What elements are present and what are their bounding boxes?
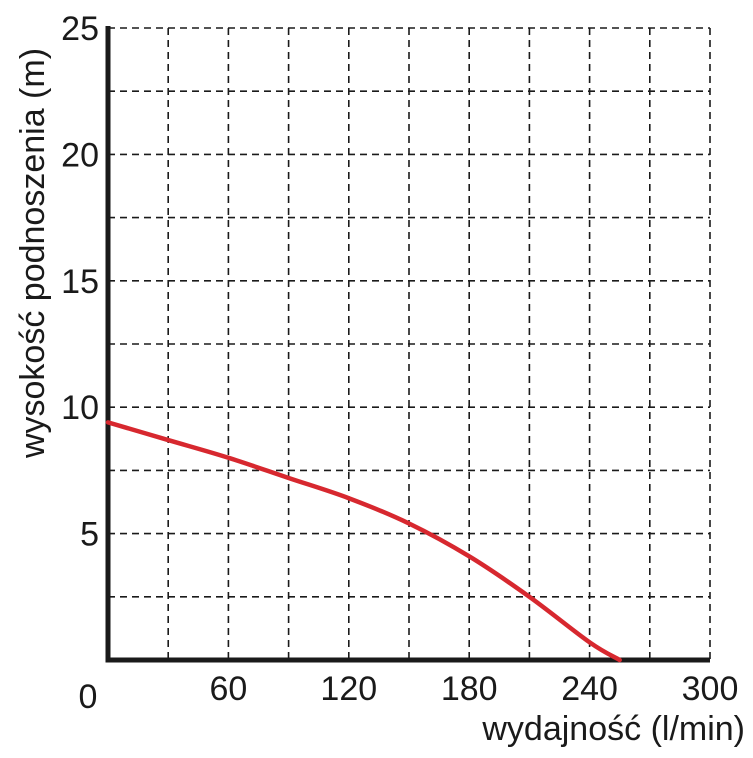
x-tick-label-180: 180 [441, 670, 498, 708]
axes [105, 26, 710, 663]
y-tick-label-25: 25 [61, 10, 99, 48]
x-tick-label-0: 0 [79, 678, 98, 716]
series-line-0 [105, 420, 622, 663]
x-axis-title: wydajność (l/min) [481, 710, 745, 748]
x-tick-label-300: 300 [682, 670, 739, 708]
y-tick-label-5: 5 [80, 516, 99, 554]
y-axis-title: wysokość podnoszenia (m) [14, 48, 52, 459]
tick-labels: 0 60 120 180 240 300 5 10 15 20 25 [61, 10, 738, 716]
series-layer [105, 420, 622, 663]
x-tick-label-120: 120 [320, 670, 377, 708]
grid-lines [108, 27, 711, 660]
y-tick-label-15: 15 [61, 263, 99, 301]
x-tick-label-240: 240 [561, 670, 618, 708]
x-tick-label-60: 60 [209, 670, 247, 708]
y-tick-label-20: 20 [61, 136, 99, 174]
y-tick-label-10: 10 [61, 389, 99, 427]
